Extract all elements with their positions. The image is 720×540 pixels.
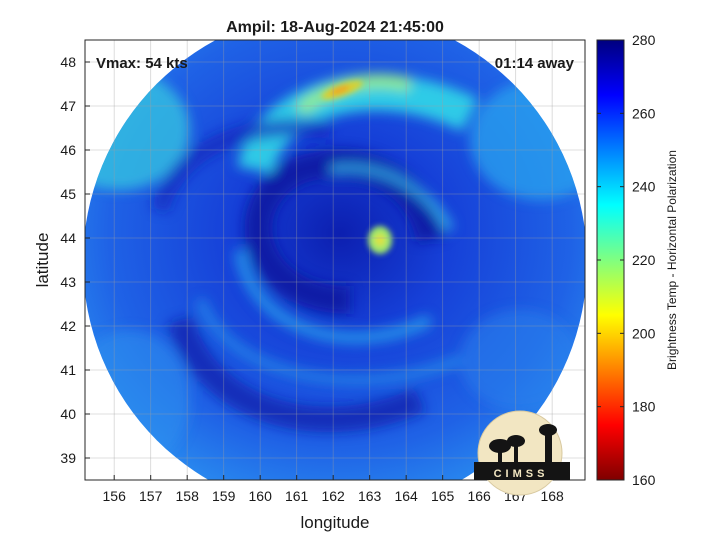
y-tick-label: 48 [60,54,76,70]
vmax-label: Vmax: 54 kts [96,55,188,72]
map-title: Ampil: 18-Aug-2024 21:45:00 [226,19,444,36]
grid-lines [85,40,585,480]
colorbar-tick-label: 260 [632,105,656,121]
y-tick-label: 42 [60,318,76,334]
x-tick-label: 157 [139,488,163,504]
colorbar-tick-label: 200 [632,325,656,341]
y-axis-label: latitude [33,233,52,288]
x-tick-label: 163 [358,488,382,504]
colorbar-tick-label: 160 [632,472,656,488]
y-tick-label: 45 [60,186,76,202]
x-tick-label: 156 [103,488,127,504]
x-tick-label: 160 [249,488,273,504]
y-tick-label: 40 [60,406,76,422]
y-tick-label: 46 [60,142,76,158]
time-offset-label: 01:14 away [495,55,575,72]
x-tick-label: 159 [212,488,236,504]
x-axis-label: longitude [300,513,369,532]
y-tick-label: 41 [60,362,76,378]
y-tick-label: 47 [60,98,76,114]
x-ticks: 156 157 158 159 160 161 162 163 164 165 166 167 168 [103,475,564,504]
cimss-logo: CIMSS [474,410,570,496]
colorbar-label: Brightness Temp - Horizontal Polarizatio… [665,150,679,370]
x-tick-label: 161 [285,488,309,504]
y-ticks: 39 40 41 42 43 44 45 46 47 48 [60,54,90,466]
y-tick-label: 39 [60,450,76,466]
x-tick-label: 158 [176,488,200,504]
x-tick-label: 162 [321,488,345,504]
x-tick-label: 165 [431,488,455,504]
x-tick-label: 164 [394,488,418,504]
colorbar-tick-label: 240 [632,179,656,195]
y-tick-label: 44 [60,230,76,246]
colorbar-tick-label: 280 [632,32,656,48]
y-tick-label: 43 [60,274,76,290]
colorbar-tick-label: 180 [632,399,656,415]
colorbar [596,39,625,481]
x-tick-label: 166 [467,488,491,504]
logo-text: CIMSS [494,468,549,480]
x-tick-label: 168 [540,488,564,504]
colorbar-tick-label: 220 [632,252,656,268]
colorbar-ticks: 160 180 200 220 240 260 280 [597,32,656,488]
